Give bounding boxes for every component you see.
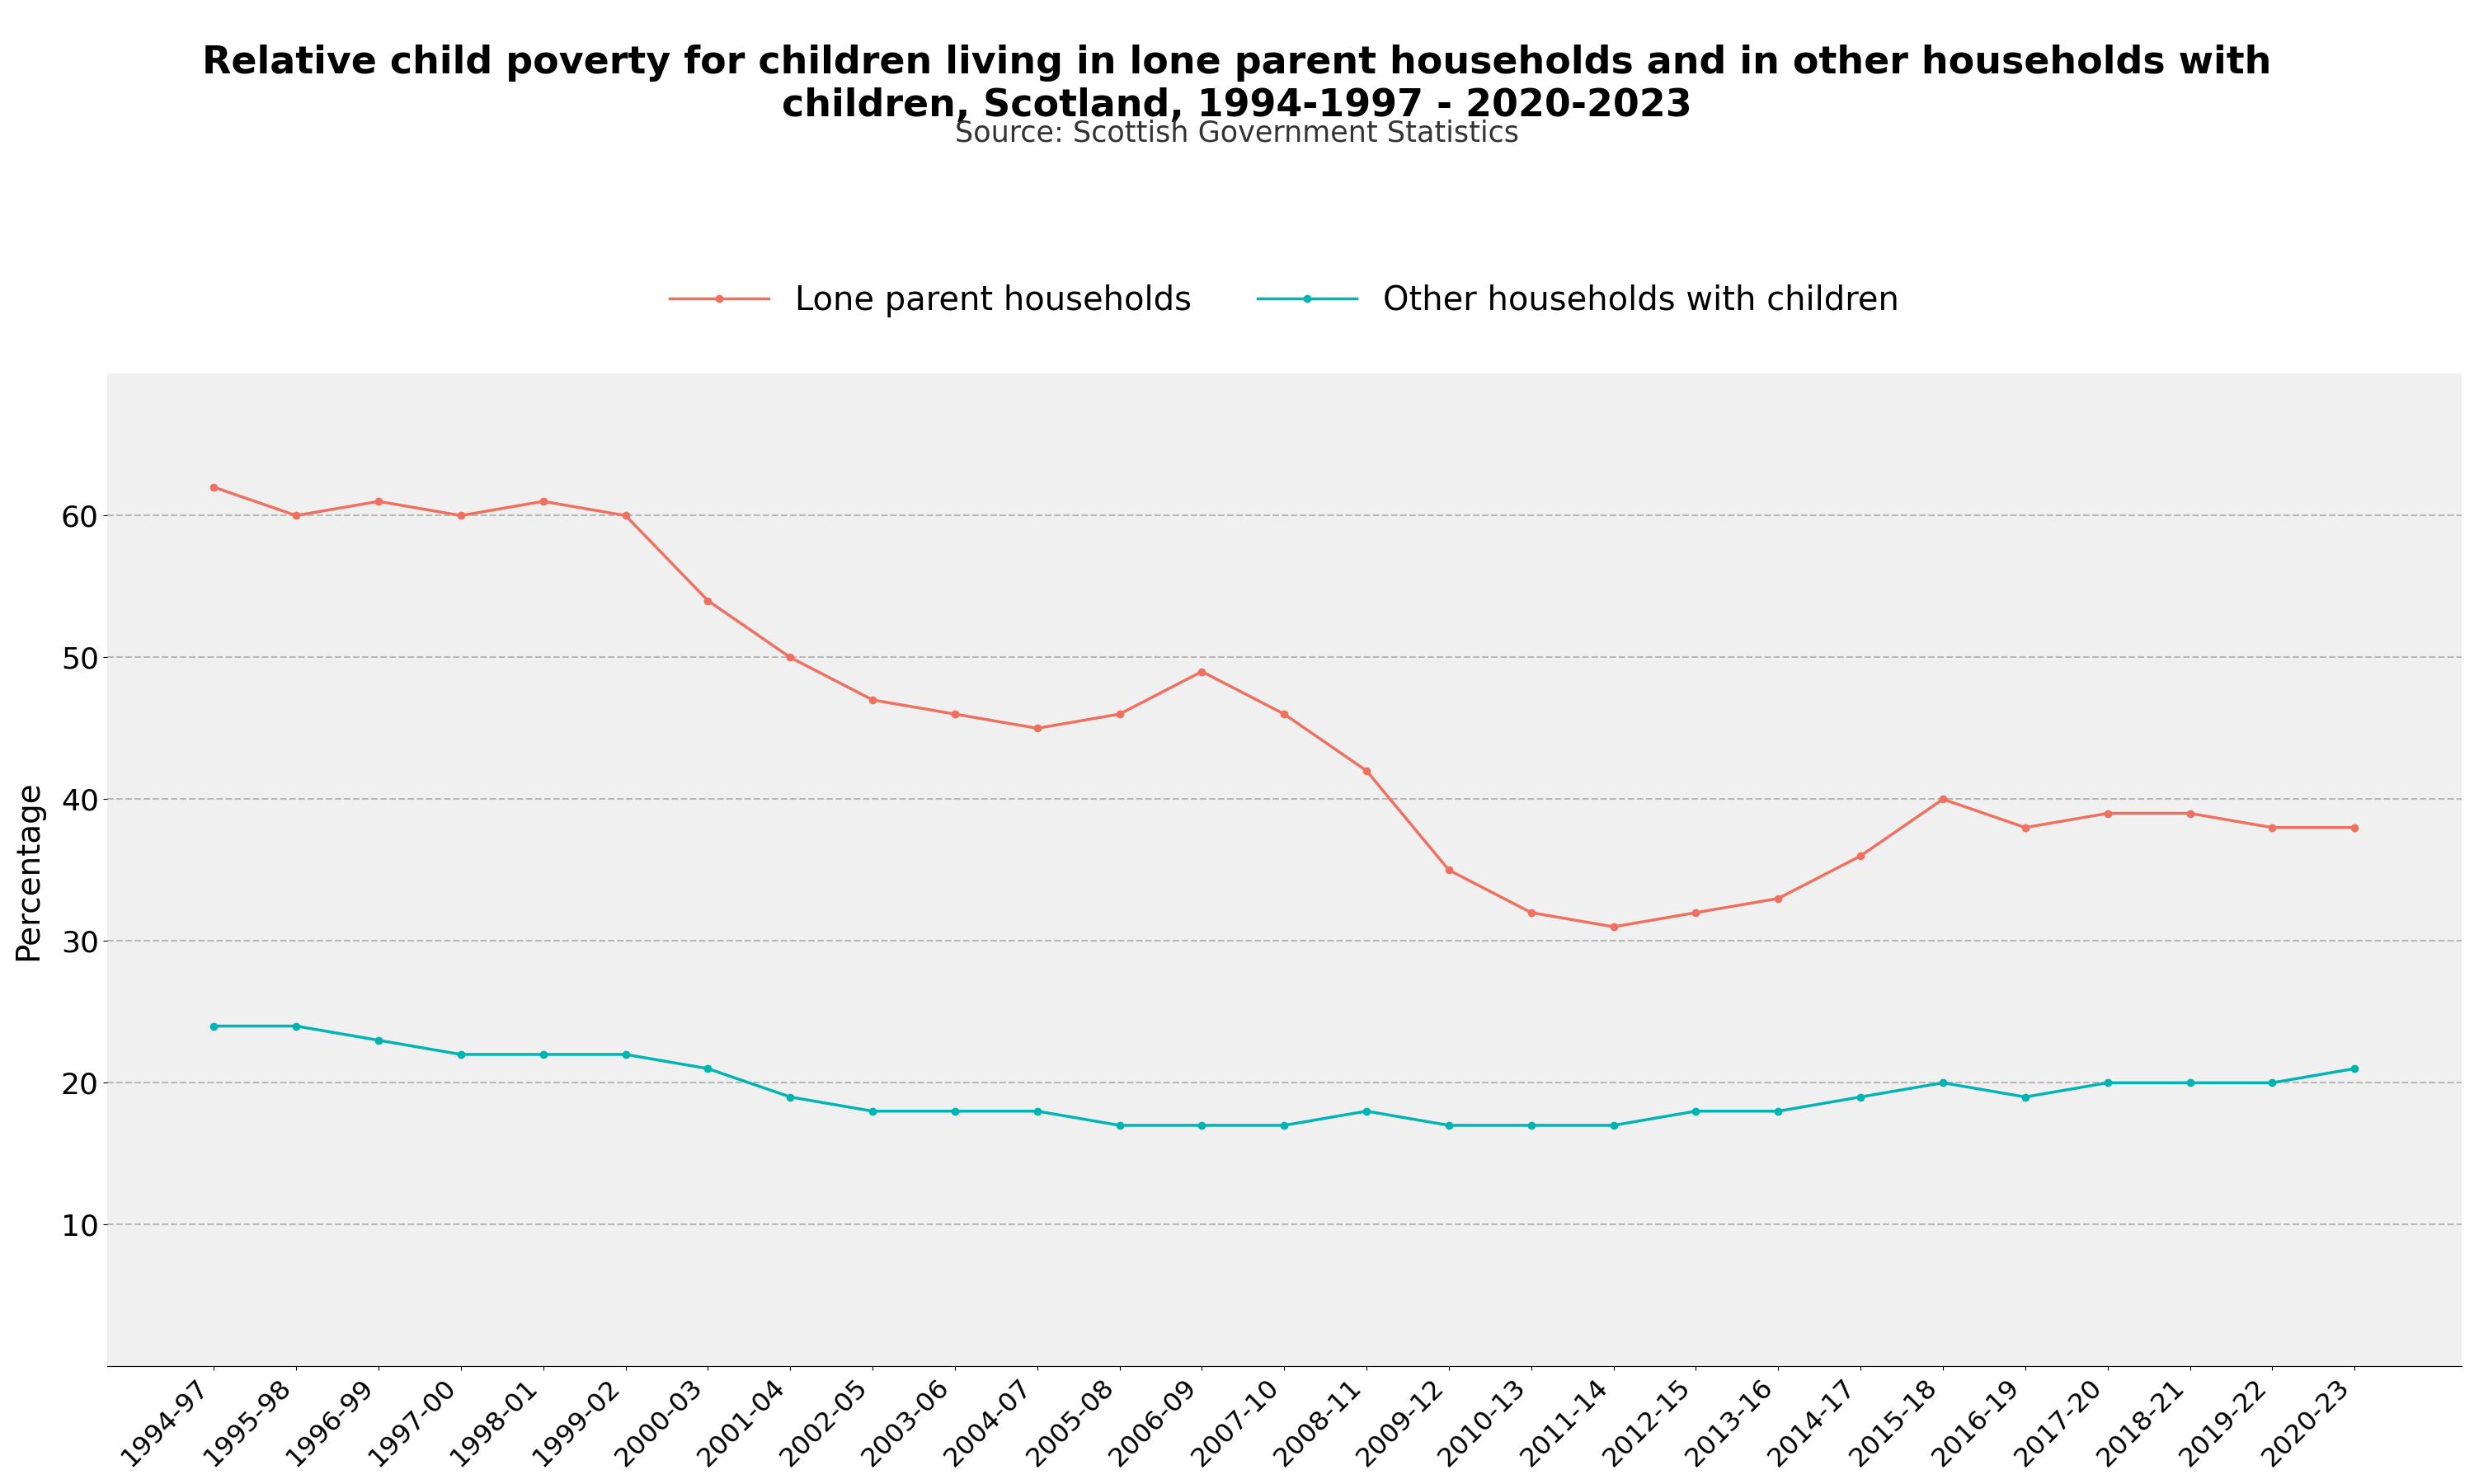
Text: Source: Scottish Government Statistics: Source: Scottish Government Statistics: [955, 119, 1519, 147]
Other households with children: [2340, 1060, 2370, 1077]
Other households with children: [1927, 1074, 1957, 1092]
Other households with children: [2256, 1074, 2286, 1092]
Other households with children: [2175, 1074, 2204, 1092]
Line: Other households with children: Other households with children: [210, 1022, 2358, 1129]
Other households with children: [1351, 1103, 1380, 1120]
Other households with children: [858, 1103, 888, 1120]
Other households with children: [198, 1017, 228, 1034]
Lone parent households: [1846, 847, 1875, 865]
Lone parent households: [774, 649, 804, 666]
Legend: Lone parent households, Other households with children: Lone parent households, Other households…: [656, 272, 1912, 331]
Lone parent households: [1764, 889, 1794, 907]
Other households with children: [774, 1088, 804, 1106]
Lone parent households: [1022, 720, 1051, 738]
Other households with children: [282, 1017, 312, 1034]
Lone parent households: [1598, 919, 1628, 936]
Other households with children: [1188, 1116, 1217, 1134]
Lone parent households: [2011, 819, 2041, 837]
Lone parent households: [1106, 705, 1136, 723]
Lone parent households: [1351, 761, 1380, 779]
Other households with children: [1435, 1116, 1465, 1134]
Lone parent households: [282, 506, 312, 524]
Other households with children: [1106, 1116, 1136, 1134]
Other households with children: [2093, 1074, 2123, 1092]
Other households with children: [529, 1046, 559, 1064]
Other households with children: [1680, 1103, 1710, 1120]
Lone parent households: [445, 506, 475, 524]
Lone parent households: [940, 705, 970, 723]
Lone parent households: [1269, 705, 1299, 723]
Lone parent households: [1517, 904, 1546, 922]
Text: Relative child poverty for children living in lone parent households and in othe: Relative child poverty for children livi…: [203, 45, 2271, 125]
Other households with children: [940, 1103, 970, 1120]
Lone parent households: [2340, 819, 2370, 837]
Lone parent households: [693, 592, 722, 610]
Lone parent households: [364, 493, 393, 510]
Other households with children: [1022, 1103, 1051, 1120]
Lone parent households: [1188, 663, 1217, 681]
Other households with children: [364, 1031, 393, 1049]
Other households with children: [445, 1046, 475, 1064]
Lone parent households: [529, 493, 559, 510]
Other households with children: [1764, 1103, 1794, 1120]
Lone parent households: [1927, 791, 1957, 809]
Lone parent households: [2175, 804, 2204, 822]
Lone parent households: [2256, 819, 2286, 837]
Y-axis label: Percentage: Percentage: [12, 781, 45, 960]
Other households with children: [1517, 1116, 1546, 1134]
Lone parent households: [1435, 861, 1465, 879]
Line: Lone parent households: Lone parent households: [210, 484, 2358, 930]
Lone parent households: [858, 692, 888, 709]
Other households with children: [693, 1060, 722, 1077]
Lone parent households: [198, 478, 228, 496]
Lone parent households: [1680, 904, 1710, 922]
Other households with children: [611, 1046, 641, 1064]
Lone parent households: [2093, 804, 2123, 822]
Other households with children: [1269, 1116, 1299, 1134]
Lone parent households: [611, 506, 641, 524]
Other households with children: [2011, 1088, 2041, 1106]
Other households with children: [1846, 1088, 1875, 1106]
Other households with children: [1598, 1116, 1628, 1134]
